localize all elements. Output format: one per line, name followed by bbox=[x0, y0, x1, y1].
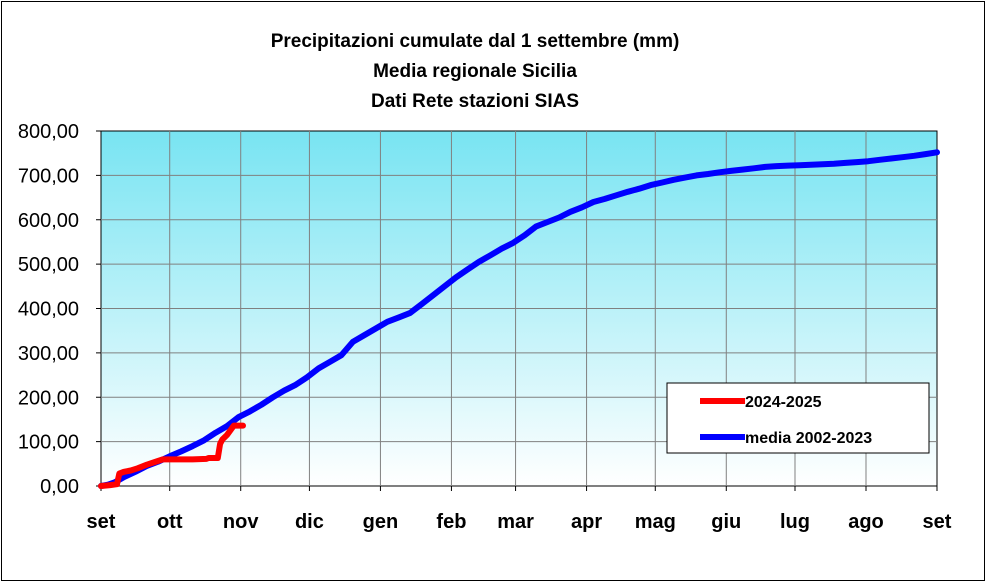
x-tick-label-set: set bbox=[87, 511, 116, 533]
x-tick-label-gen: gen bbox=[363, 511, 399, 533]
chart-title-line-1: Precipitazioni cumulate dal 1 settembre … bbox=[271, 31, 680, 52]
legend-label-2024-2025: 2024-2025 bbox=[745, 394, 822, 411]
x-tick-label-nov: nov bbox=[223, 511, 259, 533]
series-line-2024-2025 bbox=[98, 422, 246, 489]
legend-label-media: media 2002-2023 bbox=[745, 430, 872, 447]
x-tick-label-mag: mag bbox=[635, 511, 676, 533]
y-tick-label: 100,00 bbox=[18, 432, 79, 454]
x-tick-label-lug: lug bbox=[780, 511, 810, 533]
y-tick-label: 500,00 bbox=[18, 254, 79, 276]
legend: 2024-2025 media 2002-2023 bbox=[666, 382, 930, 454]
x-tick-label-apr: apr bbox=[571, 511, 602, 533]
y-tick-label: 400,00 bbox=[18, 299, 79, 321]
x-tick-label-dic: dic bbox=[295, 511, 324, 533]
x-tick-label-feb: feb bbox=[436, 511, 466, 533]
y-tick-label: 0,00 bbox=[40, 476, 79, 498]
x-tick-label-mar: mar bbox=[497, 511, 534, 533]
x-axis-ticks: set ott nov dic gen feb mar apr mag giu lug ago set bbox=[87, 486, 952, 533]
series-line-media 2002-2023 bbox=[98, 149, 940, 489]
y-tick-label: 700,00 bbox=[18, 165, 79, 187]
x-tick-label-ago: ago bbox=[848, 511, 884, 533]
chart-title-line-3: Dati Rete stazioni SIAS bbox=[371, 91, 579, 112]
series-lines bbox=[98, 149, 940, 489]
y-tick-label: 800,00 bbox=[18, 121, 79, 143]
y-axis-ticks: 0,00 100,00 200,00 300,00 400,00 500,00 600,00… bbox=[18, 121, 101, 498]
y-tick-label: 600,00 bbox=[18, 210, 79, 232]
y-tick-label: 200,00 bbox=[18, 387, 79, 409]
y-tick-label: 300,00 bbox=[18, 343, 79, 365]
x-tick-label-ott: ott bbox=[157, 511, 183, 533]
chart-title-line-2: Media regionale Sicilia bbox=[373, 61, 577, 82]
x-tick-label-giu: giu bbox=[711, 511, 741, 533]
x-tick-label-set: set bbox=[923, 511, 952, 533]
legend-box bbox=[666, 382, 930, 454]
